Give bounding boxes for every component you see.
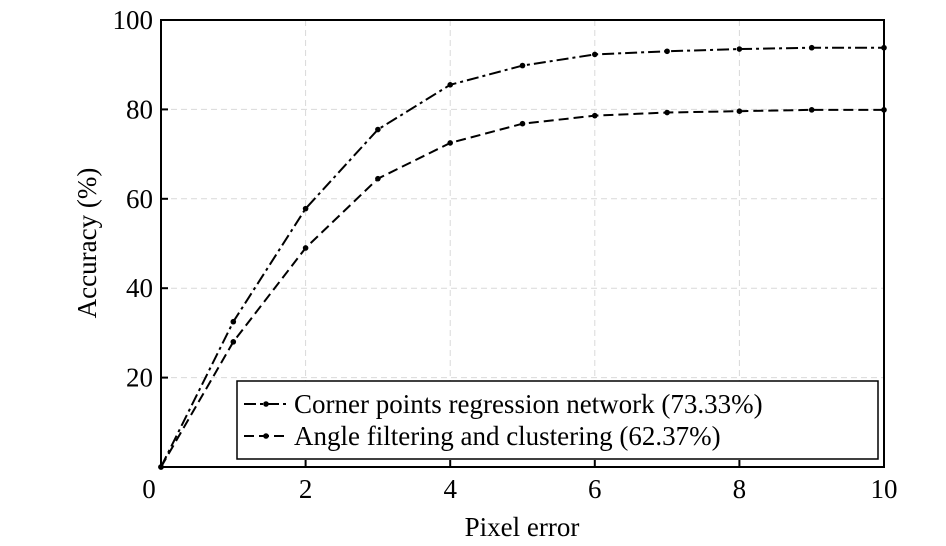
legend-label-1: Corner points regression network (73.33%… bbox=[294, 389, 763, 419]
y-tick-label: 100 bbox=[113, 5, 154, 35]
y-tick-label: 40 bbox=[126, 273, 153, 303]
y-tick-label: 60 bbox=[126, 184, 153, 214]
series-2-point bbox=[302, 245, 309, 251]
series-1-point bbox=[736, 46, 743, 52]
series-2-point bbox=[808, 107, 815, 113]
series-2-point bbox=[592, 112, 598, 119]
plot-area-frame bbox=[160, 19, 885, 468]
x-tick-label: 10 bbox=[871, 474, 898, 504]
x-tick-labels: 0 2 4 6 8 10 bbox=[142, 474, 897, 504]
x-tick-label: 4 bbox=[443, 474, 457, 504]
x-tick-label: 2 bbox=[299, 474, 313, 504]
legend-label-2: Angle filtering and clustering (62.37%) bbox=[294, 421, 721, 451]
series-1-point bbox=[375, 126, 381, 133]
axis-ticks bbox=[160, 19, 885, 467]
series-1-point bbox=[592, 51, 598, 58]
grid-lines bbox=[161, 20, 884, 467]
legend-marker-1 bbox=[263, 401, 269, 407]
series-1-point bbox=[519, 62, 526, 69]
x-tick-label: 6 bbox=[588, 474, 602, 504]
series-1-point bbox=[447, 82, 454, 88]
series-2-point bbox=[447, 140, 454, 146]
y-axis-label: Accuracy (%) bbox=[72, 168, 102, 319]
legend: Corner points regression network (73.33%… bbox=[236, 380, 879, 460]
series-1-point bbox=[230, 318, 237, 325]
x-tick-label: 0 bbox=[142, 474, 156, 504]
x-axis-label: Pixel error bbox=[465, 512, 580, 542]
y-tick-label: 20 bbox=[126, 363, 153, 393]
series-1-point bbox=[302, 205, 309, 212]
series-2-point bbox=[230, 339, 237, 345]
y-tick-label: 80 bbox=[126, 94, 153, 124]
series-2-point bbox=[375, 175, 381, 182]
series-2-point bbox=[664, 109, 670, 116]
series-2-point bbox=[519, 120, 526, 127]
series-markers bbox=[158, 44, 887, 470]
x-tick-label: 8 bbox=[733, 474, 747, 504]
y-tick-labels: 20 40 60 80 100 bbox=[113, 5, 154, 393]
legend-box bbox=[236, 380, 879, 460]
series-2-point bbox=[736, 108, 743, 114]
series-1-point bbox=[664, 48, 670, 55]
legend-marker-2 bbox=[263, 433, 269, 439]
series-1-point bbox=[808, 44, 815, 51]
